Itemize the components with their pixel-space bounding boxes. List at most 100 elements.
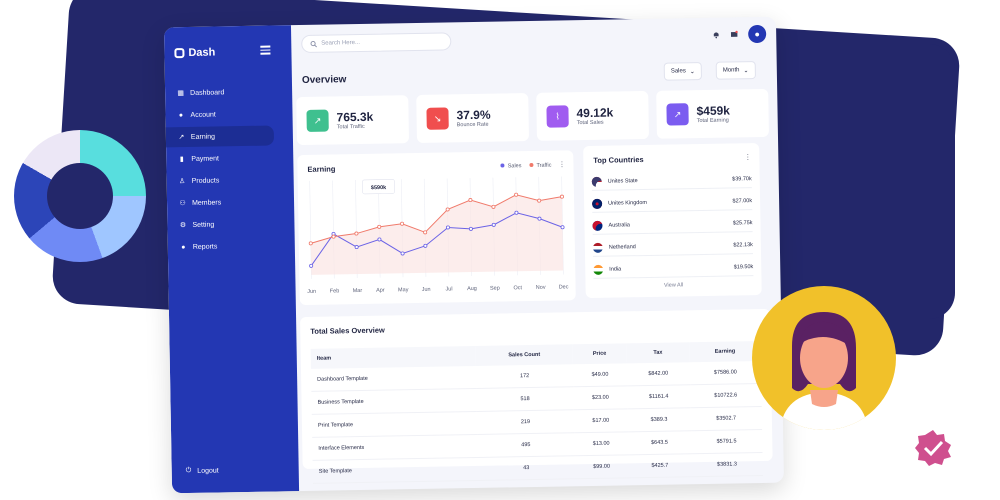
au-flag-icon <box>592 220 603 231</box>
country-amount: $27.00k <box>732 198 753 205</box>
bell-icon[interactable] <box>712 31 720 39</box>
data-point-traffic[interactable] <box>400 221 405 226</box>
sidebar-item-label: Reports <box>192 242 218 251</box>
table-cell: Interface Elements <box>312 434 478 461</box>
user-illustration <box>752 286 896 430</box>
table-cell: 518 <box>476 386 574 412</box>
data-point-traffic[interactable] <box>491 204 496 209</box>
main-content: Search Here... ● Overview Sales ⌄ Month ⌄ … <box>291 17 784 491</box>
sidebar-item-reports[interactable]: ● Reports <box>168 235 295 257</box>
data-point-sales[interactable] <box>309 263 314 268</box>
us-flag-icon <box>591 176 602 187</box>
mail-icon[interactable] <box>730 30 738 38</box>
stat-label: Total Sales <box>576 119 604 127</box>
trend-down-icon: ↘ <box>426 107 449 130</box>
table-cell: 172 <box>476 364 574 389</box>
more-options-icon[interactable]: ⋮ <box>744 154 752 162</box>
data-point-traffic[interactable] <box>559 194 564 199</box>
data-point-traffic[interactable] <box>423 230 428 235</box>
stat-card-sales[interactable]: ⌇ 49.12k Total Sales <box>536 90 650 141</box>
panel-title: Top Countries <box>593 155 644 165</box>
data-point-sales[interactable] <box>491 222 496 227</box>
data-point-sales[interactable] <box>560 225 565 230</box>
panel-title: Total Sales Overview <box>310 325 385 336</box>
logout-button[interactable]: ⏻ Logout <box>186 466 219 475</box>
table-cell: Print Template <box>311 411 478 438</box>
table-cell: $643.5 <box>627 430 692 455</box>
table-cell: $10722.6 <box>689 383 762 408</box>
country-row[interactable]: Netherland $22.13k <box>592 237 754 257</box>
sales-dropdown[interactable]: Sales ⌄ <box>663 61 703 81</box>
country-row[interactable]: Unites Kingdom $27.00k <box>591 193 753 213</box>
month-dropdown[interactable]: Month ⌄ <box>715 61 756 80</box>
stat-value: $459k <box>696 103 731 119</box>
sidebar-item-setting[interactable]: ⚙ Setting <box>167 213 294 235</box>
country-row[interactable]: India $19.50k <box>593 259 754 279</box>
stat-value: 765.3k <box>336 109 374 125</box>
sidebar-item-earning[interactable]: ↗ Earning <box>165 125 275 148</box>
data-point-traffic[interactable] <box>537 198 542 203</box>
table-cell: $3831.3 <box>691 452 763 477</box>
nl-flag-icon <box>592 242 603 253</box>
country-row[interactable]: Australia $25.75k <box>592 215 753 235</box>
sidebar-item-account[interactable]: ● Account <box>165 103 292 125</box>
view-all-link[interactable]: View All <box>663 282 684 289</box>
country-name: Unites State <box>607 178 638 185</box>
tooltip-value: $590k <box>371 185 387 191</box>
table-header-cell[interactable]: Tax <box>626 342 690 364</box>
sidebar-item-label: Products <box>191 176 220 185</box>
search-icon <box>310 40 317 47</box>
data-point-traffic[interactable] <box>445 207 450 212</box>
stat-card-earning[interactable]: ↗ $459k Total Earning <box>656 88 769 139</box>
data-point-sales[interactable] <box>514 210 519 215</box>
data-point-sales[interactable] <box>377 237 382 242</box>
data-point-traffic[interactable] <box>468 198 473 203</box>
x-tick-label: Feb <box>330 288 340 294</box>
data-point-sales[interactable] <box>423 243 428 248</box>
stat-value: 49.12k <box>576 105 614 121</box>
pulse-icon: ⌇ <box>546 105 569 128</box>
data-point-sales[interactable] <box>354 245 359 250</box>
country-row[interactable]: Unites State $39.70k <box>591 171 752 191</box>
sidebar-item-members[interactable]: ⚇ Members <box>167 191 294 213</box>
search-placeholder: Search Here... <box>321 39 361 47</box>
stat-card-bounce[interactable]: ↘ 37.9% Bounce Rate <box>416 93 530 143</box>
gear-icon: ⚙ <box>179 222 187 230</box>
search-bar[interactable]: Search Here... <box>301 32 452 53</box>
x-tick-label: Aug <box>467 286 477 292</box>
logo[interactable]: Dash <box>174 46 215 59</box>
sidebar-item-label: Members <box>191 198 222 207</box>
data-point-sales[interactable] <box>400 251 405 256</box>
table-cell: Site Template <box>312 457 479 484</box>
data-point-sales[interactable] <box>537 216 542 221</box>
sidebar-item-label: Dashboard <box>190 88 225 97</box>
data-point-traffic[interactable] <box>308 241 313 246</box>
page-title: Overview <box>301 74 347 86</box>
table-header-cell[interactable]: Sales Count <box>475 344 573 366</box>
data-point-traffic[interactable] <box>514 192 519 197</box>
table-header-cell[interactable]: Price <box>572 343 627 365</box>
data-point-traffic[interactable] <box>377 224 382 229</box>
table-cell: $13.00 <box>574 431 629 456</box>
x-tick-label: Jun <box>307 289 316 295</box>
sidebar-item-payment[interactable]: ▮ Payment <box>166 147 293 169</box>
country-name: Unites Kingdom <box>608 199 647 207</box>
x-tick-label: Dec <box>559 284 569 290</box>
data-point-sales[interactable] <box>445 225 450 230</box>
sidebar-item-products[interactable]: ♙ Products <box>166 169 293 191</box>
series-line-traffic <box>310 194 563 244</box>
uk-flag-icon <box>592 198 603 209</box>
data-point-sales[interactable] <box>468 226 473 231</box>
stat-card-traffic[interactable]: ↗ 765.3k Total Traffic <box>296 95 410 146</box>
hamburger-menu-icon[interactable] <box>260 45 271 55</box>
data-point-traffic[interactable] <box>354 231 359 236</box>
user-avatar[interactable]: ● <box>748 24 767 44</box>
sidebar-item-dashboard[interactable]: ▦ Dashboard <box>165 81 292 103</box>
person-icon: ♙ <box>178 178 186 186</box>
data-point-traffic[interactable] <box>331 234 336 239</box>
sidebar-item-label: Payment <box>191 154 219 163</box>
x-tick-label: Jul <box>445 286 452 292</box>
table-header-cell[interactable]: Earning <box>689 341 761 363</box>
x-tick-label: May <box>398 287 409 293</box>
stat-label: Total Traffic <box>336 123 365 131</box>
